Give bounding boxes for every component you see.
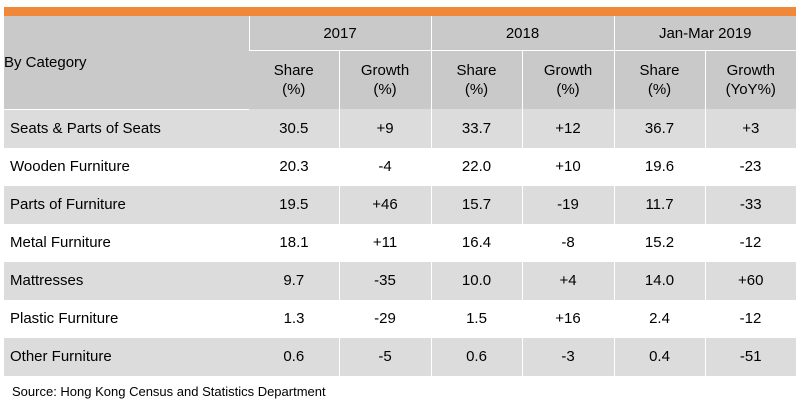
share-cell: 19.5 <box>249 185 339 224</box>
header-year-row: By Category 2017 2018 Jan-Mar 2019 <box>4 16 796 110</box>
share-cell: 22.0 <box>431 147 522 186</box>
growth-cell: -4 <box>339 147 431 186</box>
growth-cell: -5 <box>338 337 431 376</box>
header-sub-row: Share (%) Growth (%) Share (%) Growth (%) Sh… <box>4 50 796 109</box>
growth-cell: -29 <box>339 299 431 338</box>
growth-cell: +4 <box>521 261 614 300</box>
category-cell: Mattresses <box>4 261 249 300</box>
growth-cell: +46 <box>338 185 431 224</box>
growth-cell: +9 <box>338 109 431 148</box>
data-table: By Category 2017 2018 Jan-Mar 2019 Share… <box>4 16 796 376</box>
table-row: Other Furniture 0.6 -5 0.6 -3 0.4 -51 <box>4 337 796 376</box>
table-row: Metal Furniture 18.1 +11 16.4 -8 15.2 -1… <box>4 223 796 262</box>
table-row: Seats & Parts of Seats 30.5 +9 33.7 +12 … <box>4 109 796 148</box>
table-row: Parts of Furniture 19.5 +46 15.7 -19 11.… <box>4 185 796 224</box>
share-cell: 20.3 <box>249 147 339 186</box>
growth-cell: -3 <box>521 337 614 376</box>
growth-cell: -23 <box>705 147 796 186</box>
growth-cell: -33 <box>704 185 796 224</box>
share-cell: 0.4 <box>613 337 705 376</box>
share-cell: 16.4 <box>431 223 522 262</box>
category-cell: Wooden Furniture <box>4 147 249 186</box>
growth-cell: -12 <box>705 299 796 338</box>
share-header: Share (%) <box>249 50 339 109</box>
growth-cell: +3 <box>704 109 796 148</box>
share-cell: 1.5 <box>431 299 522 338</box>
share-cell: 15.2 <box>614 223 705 262</box>
category-cell: Plastic Furniture <box>4 299 249 338</box>
growth-cell: -19 <box>521 185 614 224</box>
share-cell: 19.6 <box>614 147 705 186</box>
growth-header: Growth (YoY%) <box>704 50 796 109</box>
share-header: Share (%) <box>613 50 705 109</box>
share-cell: 15.7 <box>430 185 522 224</box>
share-cell: 33.7 <box>430 109 522 148</box>
accent-bar <box>4 7 796 16</box>
share-cell: 1.3 <box>249 299 339 338</box>
table-row: Plastic Furniture 1.3 -29 1.5 +16 2.4 -1… <box>4 299 796 338</box>
share-cell: 36.7 <box>613 109 705 148</box>
table-row: Mattresses 9.7 -35 10.0 +4 14.0 +60 <box>4 261 796 300</box>
category-cell: Parts of Furniture <box>4 185 249 224</box>
share-header: Share (%) <box>430 50 522 109</box>
share-cell: 9.7 <box>249 261 339 300</box>
category-cell: Other Furniture <box>4 337 249 376</box>
share-cell: 14.0 <box>613 261 705 300</box>
growth-cell: +60 <box>704 261 796 300</box>
share-cell: 10.0 <box>430 261 522 300</box>
growth-header: Growth (%) <box>338 50 431 109</box>
table-row: Wooden Furniture 20.3 -4 22.0 +10 19.6 -… <box>4 147 796 186</box>
growth-cell: -35 <box>338 261 431 300</box>
growth-header: Growth (%) <box>521 50 614 109</box>
growth-cell: -51 <box>704 337 796 376</box>
category-header: By Category <box>4 16 249 110</box>
share-cell: 2.4 <box>614 299 705 338</box>
source-note: Source: Hong Kong Census and Statistics … <box>12 384 326 399</box>
category-cell: Seats & Parts of Seats <box>4 109 249 148</box>
growth-cell: -12 <box>705 223 796 262</box>
share-cell: 18.1 <box>249 223 339 262</box>
share-cell: 11.7 <box>613 185 705 224</box>
growth-cell: +10 <box>522 147 614 186</box>
growth-cell: +11 <box>339 223 431 262</box>
year-header: 2018 <box>430 16 614 51</box>
growth-cell: -8 <box>522 223 614 262</box>
year-header: 2017 <box>248 16 431 51</box>
share-cell: 0.6 <box>430 337 522 376</box>
category-cell: Metal Furniture <box>4 223 249 262</box>
growth-cell: +12 <box>521 109 614 148</box>
share-cell: 0.6 <box>249 337 339 376</box>
year-header: Jan-Mar 2019 <box>613 16 796 51</box>
growth-cell: +16 <box>522 299 614 338</box>
share-cell: 30.5 <box>249 109 339 148</box>
